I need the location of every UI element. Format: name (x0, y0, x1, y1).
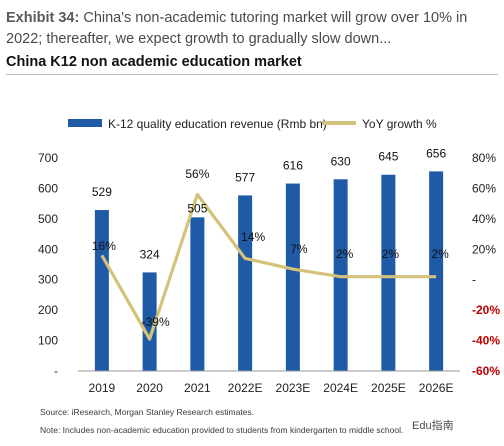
line-value-label: 16% (92, 239, 116, 253)
right-tick-label: -60% (472, 364, 500, 378)
line-value-label: 7% (290, 242, 308, 256)
x-tick-label: 2025E (371, 381, 406, 395)
left-tick-label: 100 (38, 334, 58, 348)
x-tick-label: 2023E (276, 381, 311, 395)
bar-value-label: 656 (426, 146, 446, 160)
legend-label-bars: K-12 quality education revenue (Rmb bn) (108, 117, 327, 131)
bar-value-label: 505 (187, 202, 207, 216)
x-tick-label: 2022E (228, 381, 263, 395)
left-tick-label: 500 (38, 212, 58, 226)
left-tick-label: - (54, 364, 58, 378)
left-tick-label: 600 (38, 181, 58, 195)
line-value-label: 56% (185, 167, 209, 181)
left-tick-label: 400 (38, 242, 58, 256)
bar (381, 174, 396, 371)
source-note: Source: iResearch, Morgan Stanley Resear… (40, 407, 255, 417)
bar (142, 272, 157, 371)
line-value-label: 14% (241, 230, 265, 244)
bar (94, 210, 109, 371)
line-value-label: -39% (142, 315, 170, 329)
x-tick-label: 2024E (323, 381, 358, 395)
right-tick-label: 80% (472, 151, 496, 165)
bar-value-label: 616 (283, 159, 303, 173)
bar (238, 195, 253, 371)
bar-value-label: 630 (331, 154, 351, 168)
bar (285, 183, 300, 371)
exhibit-caption: Exhibit 34: China's non-academic tutorin… (6, 8, 498, 50)
x-tick-label: 2020 (136, 381, 163, 395)
watermark: Edu指南 (410, 417, 456, 433)
line-value-label: 2% (336, 247, 354, 261)
series-line-yoy (100, 192, 437, 341)
line-value-label: 2% (431, 247, 449, 261)
legend-swatch-bars (68, 119, 102, 127)
chart-title: China K12 non academic education market (6, 54, 498, 75)
x-tick-label: 2026E (419, 381, 454, 395)
footnote: Note: Includes non-academic education pr… (40, 425, 404, 435)
exhibit-label: Exhibit 34: (6, 10, 80, 26)
bar (429, 171, 444, 371)
bar-value-label: 645 (378, 150, 398, 164)
left-tick-label: 300 (38, 273, 58, 287)
right-tick-label: -40% (472, 334, 500, 348)
x-tick-label: 2021 (184, 381, 211, 395)
left-tick-label: 200 (38, 303, 58, 317)
bar (190, 217, 205, 371)
right-tick-label: -20% (472, 303, 500, 317)
bar-value-label: 529 (92, 185, 112, 199)
right-tick-label: - (472, 273, 476, 287)
right-tick-label: 40% (472, 212, 496, 226)
line-value-label: 2% (382, 247, 400, 261)
legend-label-line: YoY growth % (362, 117, 437, 131)
combo-chart: K-12 quality education revenue (Rmb bn) Y… (38, 117, 500, 395)
x-tick-label: 2019 (89, 381, 116, 395)
exhibit-text: China's non-academic tutoring market wil… (6, 10, 468, 47)
bar-value-label: 324 (140, 247, 160, 261)
right-tick-label: 20% (472, 242, 496, 256)
left-tick-label: 700 (38, 151, 58, 165)
right-tick-label: 60% (472, 181, 496, 195)
bar-value-label: 577 (235, 170, 255, 184)
